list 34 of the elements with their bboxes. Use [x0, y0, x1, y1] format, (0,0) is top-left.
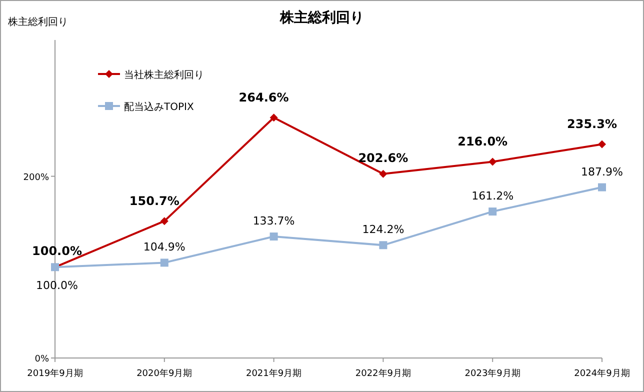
data-label: 124.2%	[362, 223, 404, 236]
point	[160, 217, 168, 226]
legend-label: 当社株主総利回り	[124, 69, 204, 81]
point	[160, 258, 168, 267]
x-tick-label: 2024年9月期	[574, 368, 630, 379]
point	[270, 114, 278, 122]
data-label: 187.9%	[581, 165, 623, 178]
data-label: 216.0%	[458, 134, 508, 149]
x-tick-label: 2021年9月期	[246, 368, 302, 379]
data-label: 100.0%	[32, 244, 82, 258]
y-axis-title: 株主総利回り	[7, 16, 68, 28]
chart-title: 株主総利回り	[279, 9, 364, 26]
point	[598, 140, 606, 148]
y-tick-label: 0%	[34, 354, 50, 364]
point	[379, 241, 388, 250]
data-label: 202.6%	[358, 150, 408, 165]
data-label: 133.7%	[252, 214, 295, 228]
point	[270, 232, 278, 241]
point	[488, 158, 497, 166]
x-tick-label: 2022年9月期	[355, 368, 412, 379]
x-tick-label: 2020年9月期	[136, 368, 192, 379]
data-label: 100.0%	[36, 279, 78, 292]
data-label: 150.7%	[129, 194, 180, 208]
legend-label: 配当込みTOPIX	[124, 101, 194, 113]
data-label: 264.6%	[238, 90, 289, 105]
data-label: 161.2%	[472, 190, 514, 203]
point	[598, 183, 606, 192]
x-tick-label: 2019年9月期	[27, 368, 83, 379]
y-tick-label: 200%	[23, 172, 50, 183]
x-tick-label: 2023年9月期	[464, 368, 520, 379]
point	[379, 170, 388, 178]
data-label: 104.9%	[143, 240, 186, 254]
point	[488, 208, 497, 216]
data-label: 235.3%	[567, 117, 617, 132]
